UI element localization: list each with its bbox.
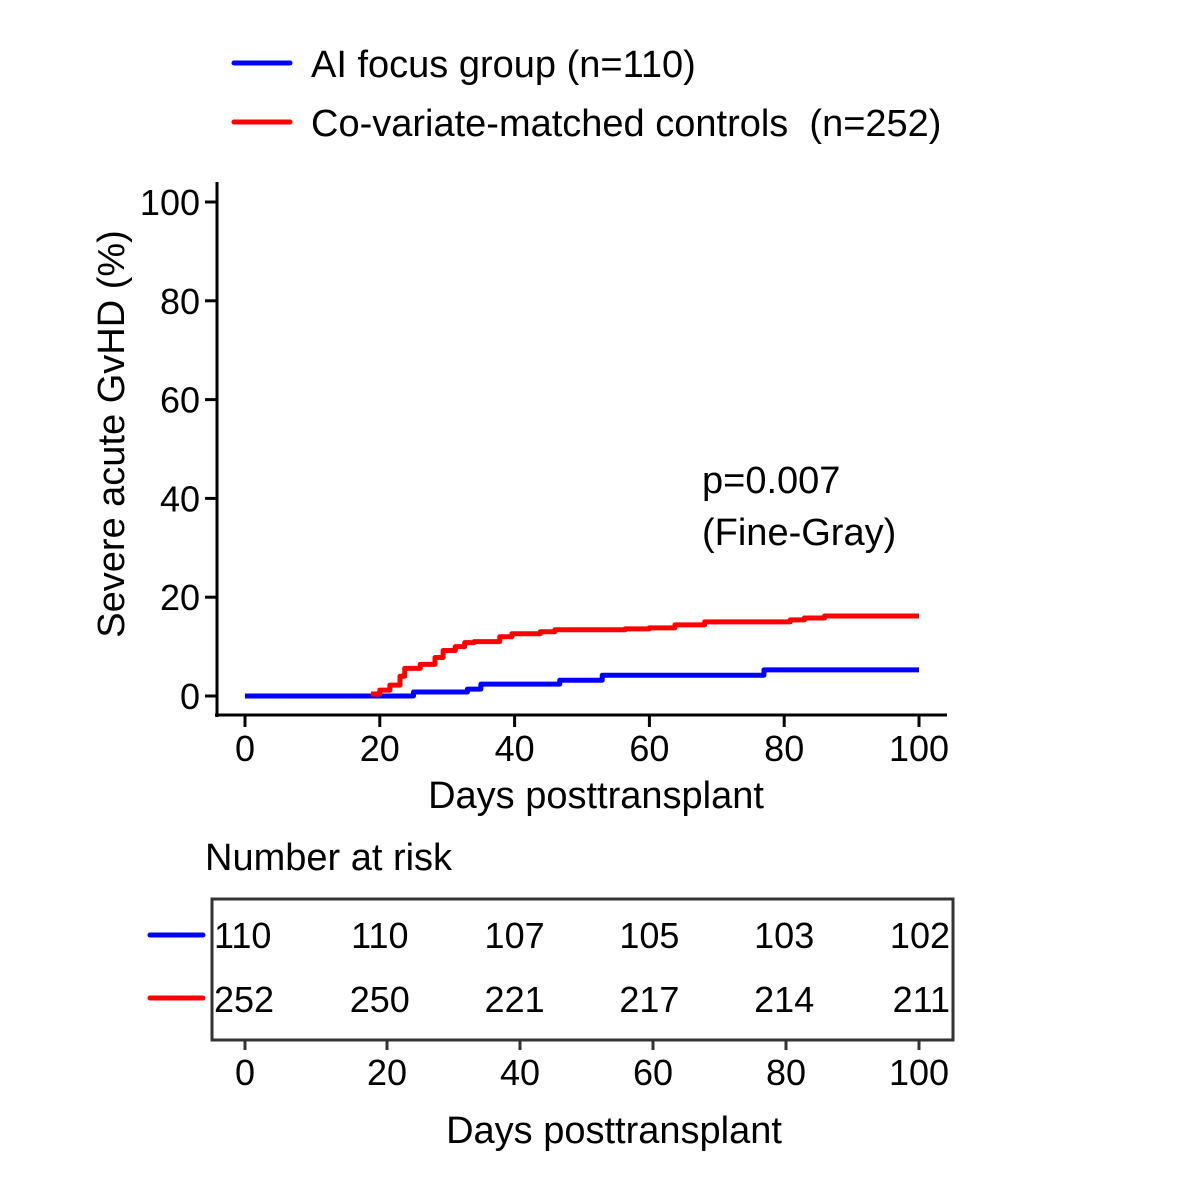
x-tick-label-100: 100 bbox=[889, 728, 949, 769]
risk-table-x-axis-label: Days posttransplant bbox=[446, 1110, 782, 1152]
y-tick-label-40: 40 bbox=[160, 478, 200, 519]
risk-value-controls-day-80: 214 bbox=[754, 979, 814, 1020]
risk-value-ai-focus-day-60: 105 bbox=[619, 915, 679, 956]
risk-value-controls-day-20: 250 bbox=[350, 979, 410, 1020]
p-value-annotation: p=0.007 bbox=[702, 460, 840, 502]
risk-table-box bbox=[210, 897, 955, 1042]
risk-x-tick-label-0: 0 bbox=[235, 1052, 255, 1093]
legend-label-controls: Co-variate-matched controls (n=252) bbox=[311, 103, 941, 145]
curve-ai-focus-group bbox=[245, 667, 919, 699]
y-tick-label-60: 60 bbox=[160, 380, 200, 421]
x-tick-label-0: 0 bbox=[235, 728, 255, 769]
test-method-annotation: (Fine-Gray) bbox=[702, 512, 896, 554]
y-axis-label: Severe acute GvHD (%) bbox=[91, 230, 133, 638]
x-tick-label-60: 60 bbox=[629, 728, 669, 769]
risk-x-tick-label-20: 20 bbox=[367, 1052, 407, 1093]
x-tick-label-40: 40 bbox=[495, 728, 535, 769]
x-tick-label-80: 80 bbox=[764, 728, 804, 769]
y-tick-label-0: 0 bbox=[180, 676, 200, 717]
risk-value-controls-day-0: 252 bbox=[214, 979, 274, 1020]
legend-label-ai-focus: AI focus group (n=110) bbox=[311, 44, 696, 86]
y-tick-label-100: 100 bbox=[140, 182, 200, 223]
risk-x-tick-label-60: 60 bbox=[633, 1052, 673, 1093]
risk-value-ai-focus-day-100: 102 bbox=[890, 915, 950, 956]
risk-x-tick-label-100: 100 bbox=[889, 1052, 949, 1093]
y-tick-label-80: 80 bbox=[160, 281, 200, 322]
x-tick-label-20: 20 bbox=[360, 728, 400, 769]
risk-value-controls-day-40: 221 bbox=[485, 979, 545, 1020]
risk-x-tick-label-40: 40 bbox=[500, 1052, 540, 1093]
plot-axes: 0 20 40 60 80 100 0 20 40 60 80 100 bbox=[140, 182, 949, 769]
risk-value-ai-focus-day-80: 103 bbox=[754, 915, 814, 956]
x-axis-label: Days posttransplant bbox=[428, 775, 764, 817]
risk-table-title: Number at risk bbox=[205, 837, 453, 879]
y-tick-label-20: 20 bbox=[160, 577, 200, 618]
risk-value-controls-day-100: 211 bbox=[893, 979, 950, 1020]
risk-value-ai-focus-day-20: 110 bbox=[351, 915, 408, 956]
curves bbox=[245, 613, 919, 699]
legend: AI focus group (n=110) Co-variate-matche… bbox=[231, 44, 941, 145]
risk-value-controls-day-60: 217 bbox=[619, 979, 679, 1020]
risk-value-ai-focus-day-40: 107 bbox=[485, 915, 545, 956]
risk-x-tick-label-80: 80 bbox=[766, 1052, 806, 1093]
curve-matched-controls bbox=[371, 613, 919, 697]
risk-value-ai-focus-day-0: 110 bbox=[214, 915, 271, 956]
